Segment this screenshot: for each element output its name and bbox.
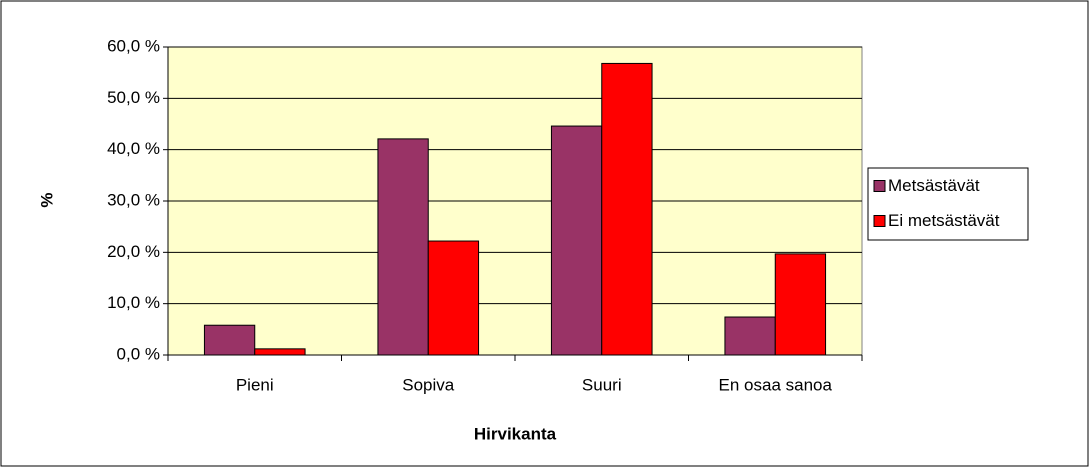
legend-label: Ei metsästävät [888,211,1000,230]
bar [601,62,653,356]
y-tick-label: 10,0 % [107,293,160,312]
legend-swatch [873,215,886,227]
x-tick-label: Sopiva [402,375,455,394]
legend-label: Metsästävät [888,176,980,195]
legend-box [867,167,1029,241]
y-tick-label: 0,0 % [117,344,160,363]
y-tick-label: 40,0 % [107,139,160,158]
y-tick-label: 20,0 % [107,242,160,261]
bar [774,253,827,356]
bar [377,138,429,356]
bar [724,316,776,356]
y-tick-label: 50,0 % [107,88,160,107]
x-tick-label: En osaa sanoa [719,375,833,394]
y-tick-label: 30,0 % [107,190,160,209]
y-tick-label: 60,0 % [107,36,160,55]
y-axis-title: % [37,192,56,207]
bar [203,324,256,356]
x-axis-title: Hirvikanta [474,424,557,443]
bar [550,125,603,356]
x-tick-label: Suuri [582,375,622,394]
bar [254,348,306,356]
legend-swatch [873,180,886,192]
bar [427,240,480,356]
x-tick-label: Pieni [236,375,274,394]
